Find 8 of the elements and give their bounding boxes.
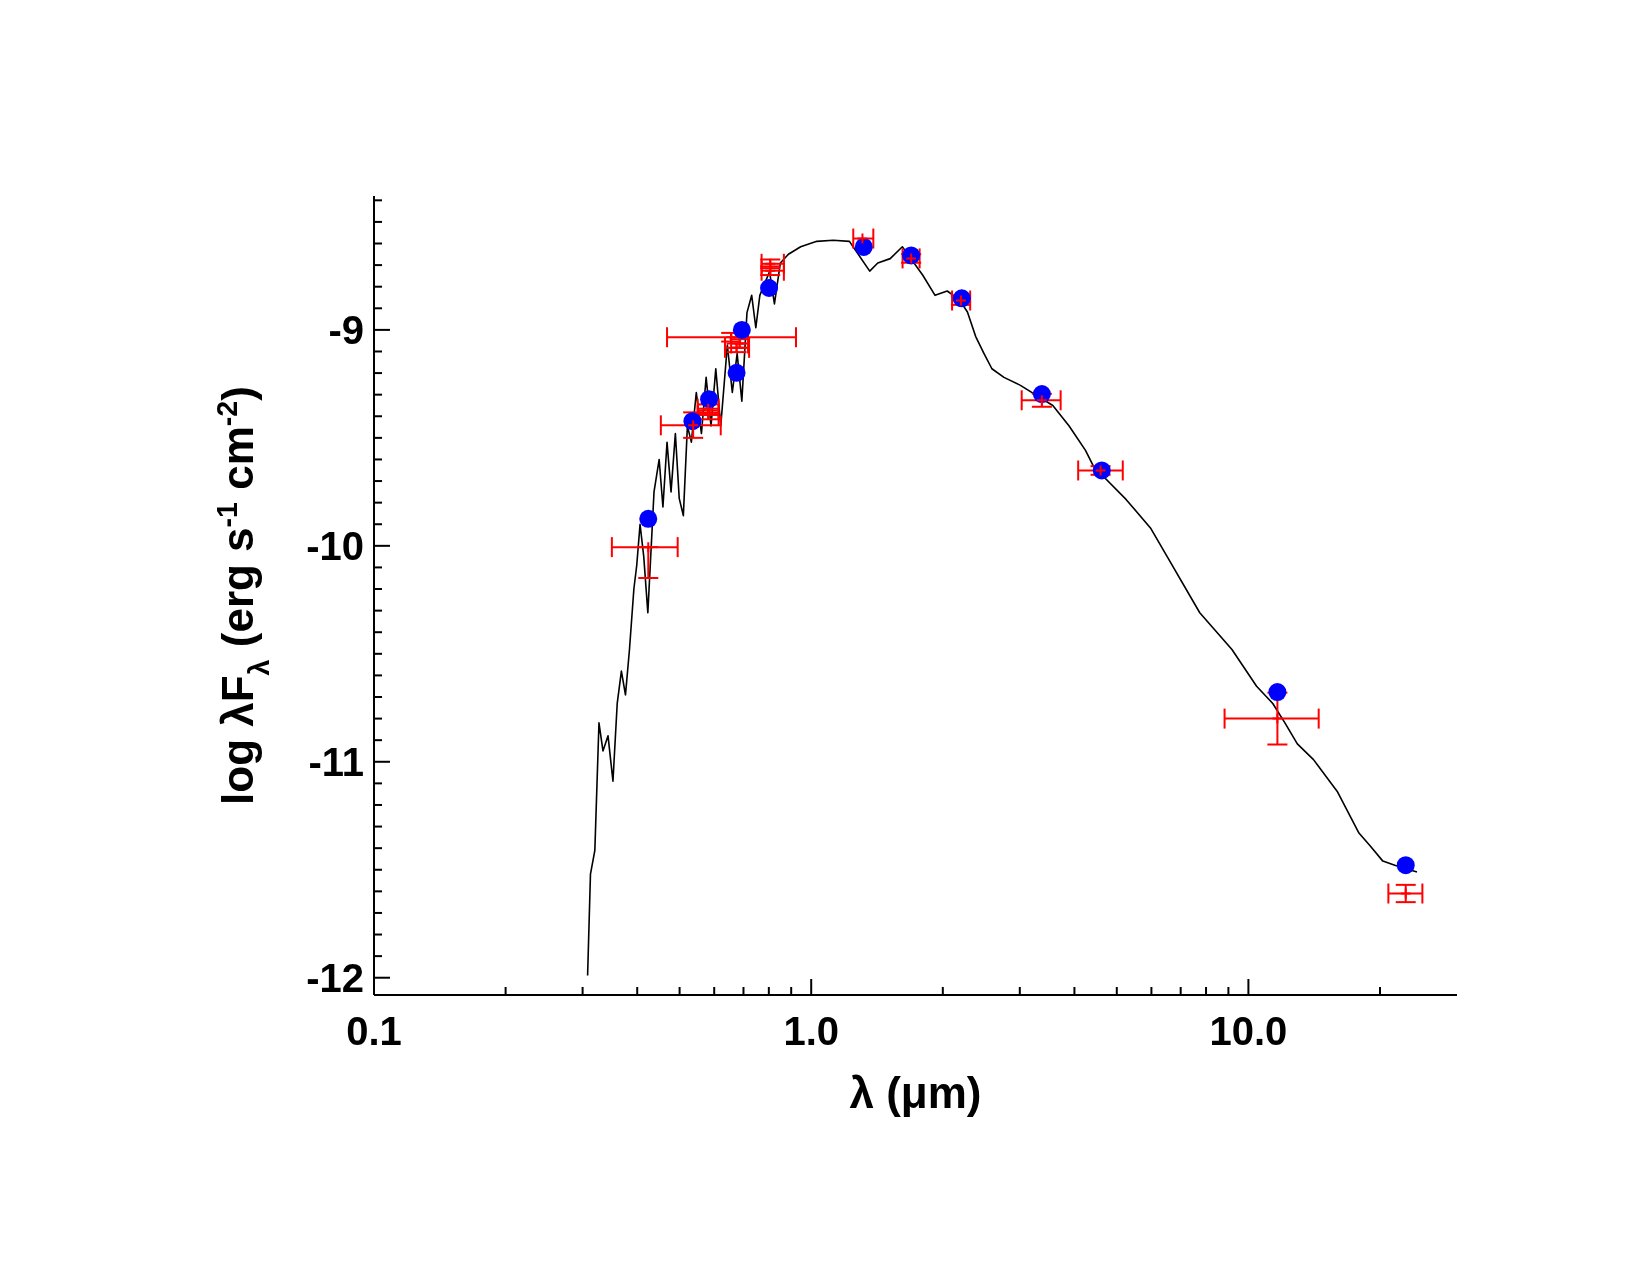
x-tick-label: 10.0 — [1209, 1009, 1288, 1053]
y-tick-label: -10 — [306, 523, 364, 568]
x-tick-label: 0.1 — [346, 1009, 402, 1053]
x-tick-label: 1.0 — [783, 1009, 840, 1053]
y-tick-label: -12 — [306, 955, 364, 1000]
y-tick-label: -9 — [328, 307, 364, 352]
y-tick-label: -11 — [308, 739, 364, 784]
x-axis-title: λ (μm) — [849, 1068, 982, 1117]
